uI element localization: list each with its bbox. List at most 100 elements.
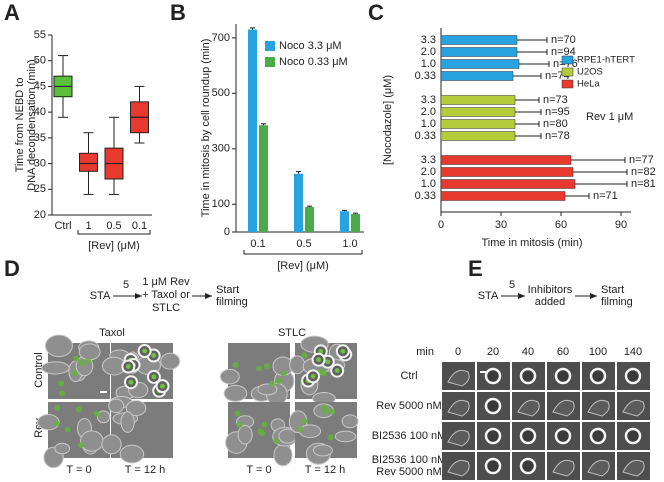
x-axis-label: [Rev] (μM) xyxy=(88,240,140,252)
legend-label: Noco 3.3 μM xyxy=(279,40,342,52)
time-label: 0 xyxy=(455,346,461,358)
cell xyxy=(219,368,240,385)
cell xyxy=(101,434,122,455)
chromatin xyxy=(54,404,61,411)
n-label: n=94 xyxy=(551,46,576,58)
y-axis-label: Time from NEBD to xyxy=(14,78,26,173)
scheme-text: added xyxy=(535,296,566,308)
cell xyxy=(119,444,145,464)
scheme-text: 1 μM Rev xyxy=(142,276,190,288)
scheme-text: 5 xyxy=(123,279,129,291)
chromatin xyxy=(297,426,304,433)
scheme-text: filming xyxy=(601,296,633,308)
cell xyxy=(341,414,359,429)
y-tick-label: 30 xyxy=(34,157,46,169)
n-label: n=73 xyxy=(543,94,568,106)
scheme-text: STA xyxy=(478,290,499,302)
y-tick-label: 1.0 xyxy=(421,178,436,190)
bar xyxy=(340,211,349,232)
chromatin xyxy=(269,380,276,387)
chromatin xyxy=(93,410,100,417)
bar xyxy=(440,71,514,81)
n-label: n=82 xyxy=(631,166,656,178)
y-tick-label: 3.3 xyxy=(421,94,436,106)
y-tick-label: 100 xyxy=(212,198,230,210)
chromatin xyxy=(329,408,336,415)
x-tick-label: 0.5 xyxy=(296,238,311,250)
y-axis-label: [Nocodazole] (μM) xyxy=(382,75,394,165)
y-tick-label: 1.0 xyxy=(421,58,436,70)
rounded-cell xyxy=(484,457,502,475)
cell xyxy=(41,361,70,375)
scheme-text: 5 xyxy=(509,279,515,291)
x-tick-label: 0.1 xyxy=(250,238,265,250)
cell xyxy=(223,384,248,402)
chromatin xyxy=(316,357,322,363)
chromatin xyxy=(58,390,65,397)
time-label: T = 0 xyxy=(246,464,271,476)
y-tick-label: 3.3 xyxy=(421,34,436,46)
row-label: BI2536 100 nM xyxy=(372,454,447,466)
chromatin xyxy=(301,418,308,425)
scheme-text: Inhibitors xyxy=(528,284,573,296)
bar xyxy=(259,125,268,232)
chromatin xyxy=(64,426,71,433)
y-tick-label: 2.0 xyxy=(421,166,436,178)
panel-letter: C xyxy=(368,0,384,25)
chromatin xyxy=(301,352,308,359)
time-label: T = 12 h xyxy=(305,464,345,476)
n-label: n=77 xyxy=(629,154,654,166)
y-tick-label: 500 xyxy=(212,87,230,99)
y-tick-label: 0.33 xyxy=(415,130,436,142)
x-tick-label: 0 xyxy=(438,219,444,231)
rounded-cell xyxy=(624,427,642,445)
chromatin xyxy=(73,355,80,362)
chromatin xyxy=(280,370,287,377)
chromatin xyxy=(125,364,131,370)
chromatin xyxy=(128,379,134,385)
chromatin xyxy=(159,383,165,389)
y-tick-label: 45 xyxy=(34,80,46,92)
y-tick-label: 1.0 xyxy=(421,118,436,130)
bar xyxy=(440,107,516,117)
chromatin xyxy=(151,353,157,359)
legend-swatch xyxy=(561,55,574,65)
y-tick-label: 25 xyxy=(34,183,46,195)
column-label: Taxol xyxy=(99,327,125,339)
bar xyxy=(294,173,303,232)
chromatin xyxy=(53,420,60,427)
chromatin xyxy=(232,361,239,368)
rounded-cell xyxy=(624,367,642,385)
chromatin xyxy=(257,428,264,435)
cell xyxy=(96,410,111,424)
chromatin xyxy=(327,434,334,441)
rounded-cell xyxy=(484,397,502,415)
flat-cell xyxy=(517,399,540,417)
y-tick-label: 2.0 xyxy=(421,46,436,58)
time-label: 140 xyxy=(624,346,642,358)
chromatin xyxy=(75,406,82,413)
x-tick-label: 1.0 xyxy=(342,238,357,250)
chromatin xyxy=(256,365,263,372)
bar xyxy=(440,155,572,165)
y-tick-label: 55 xyxy=(34,29,46,41)
flat-cell xyxy=(587,399,610,417)
rounded-cell xyxy=(519,427,537,445)
chromatin xyxy=(78,360,85,367)
chromatin xyxy=(325,359,331,365)
n-label: n=78 xyxy=(545,130,570,142)
scheme-text: STA xyxy=(90,290,111,302)
y-axis-label: DNA decondensation (min) xyxy=(26,59,38,190)
cell xyxy=(273,443,293,467)
time-label: 20 xyxy=(487,346,499,358)
legend-label: U2OS xyxy=(577,67,603,78)
cell xyxy=(120,411,135,433)
chromatin xyxy=(234,410,241,417)
x-tick-label: 90 xyxy=(615,219,627,231)
rounded-cell xyxy=(589,427,607,445)
time-label: T = 12 h xyxy=(125,464,165,476)
rounded-cell xyxy=(484,427,502,445)
chromatin xyxy=(142,348,148,354)
bar xyxy=(440,95,516,105)
